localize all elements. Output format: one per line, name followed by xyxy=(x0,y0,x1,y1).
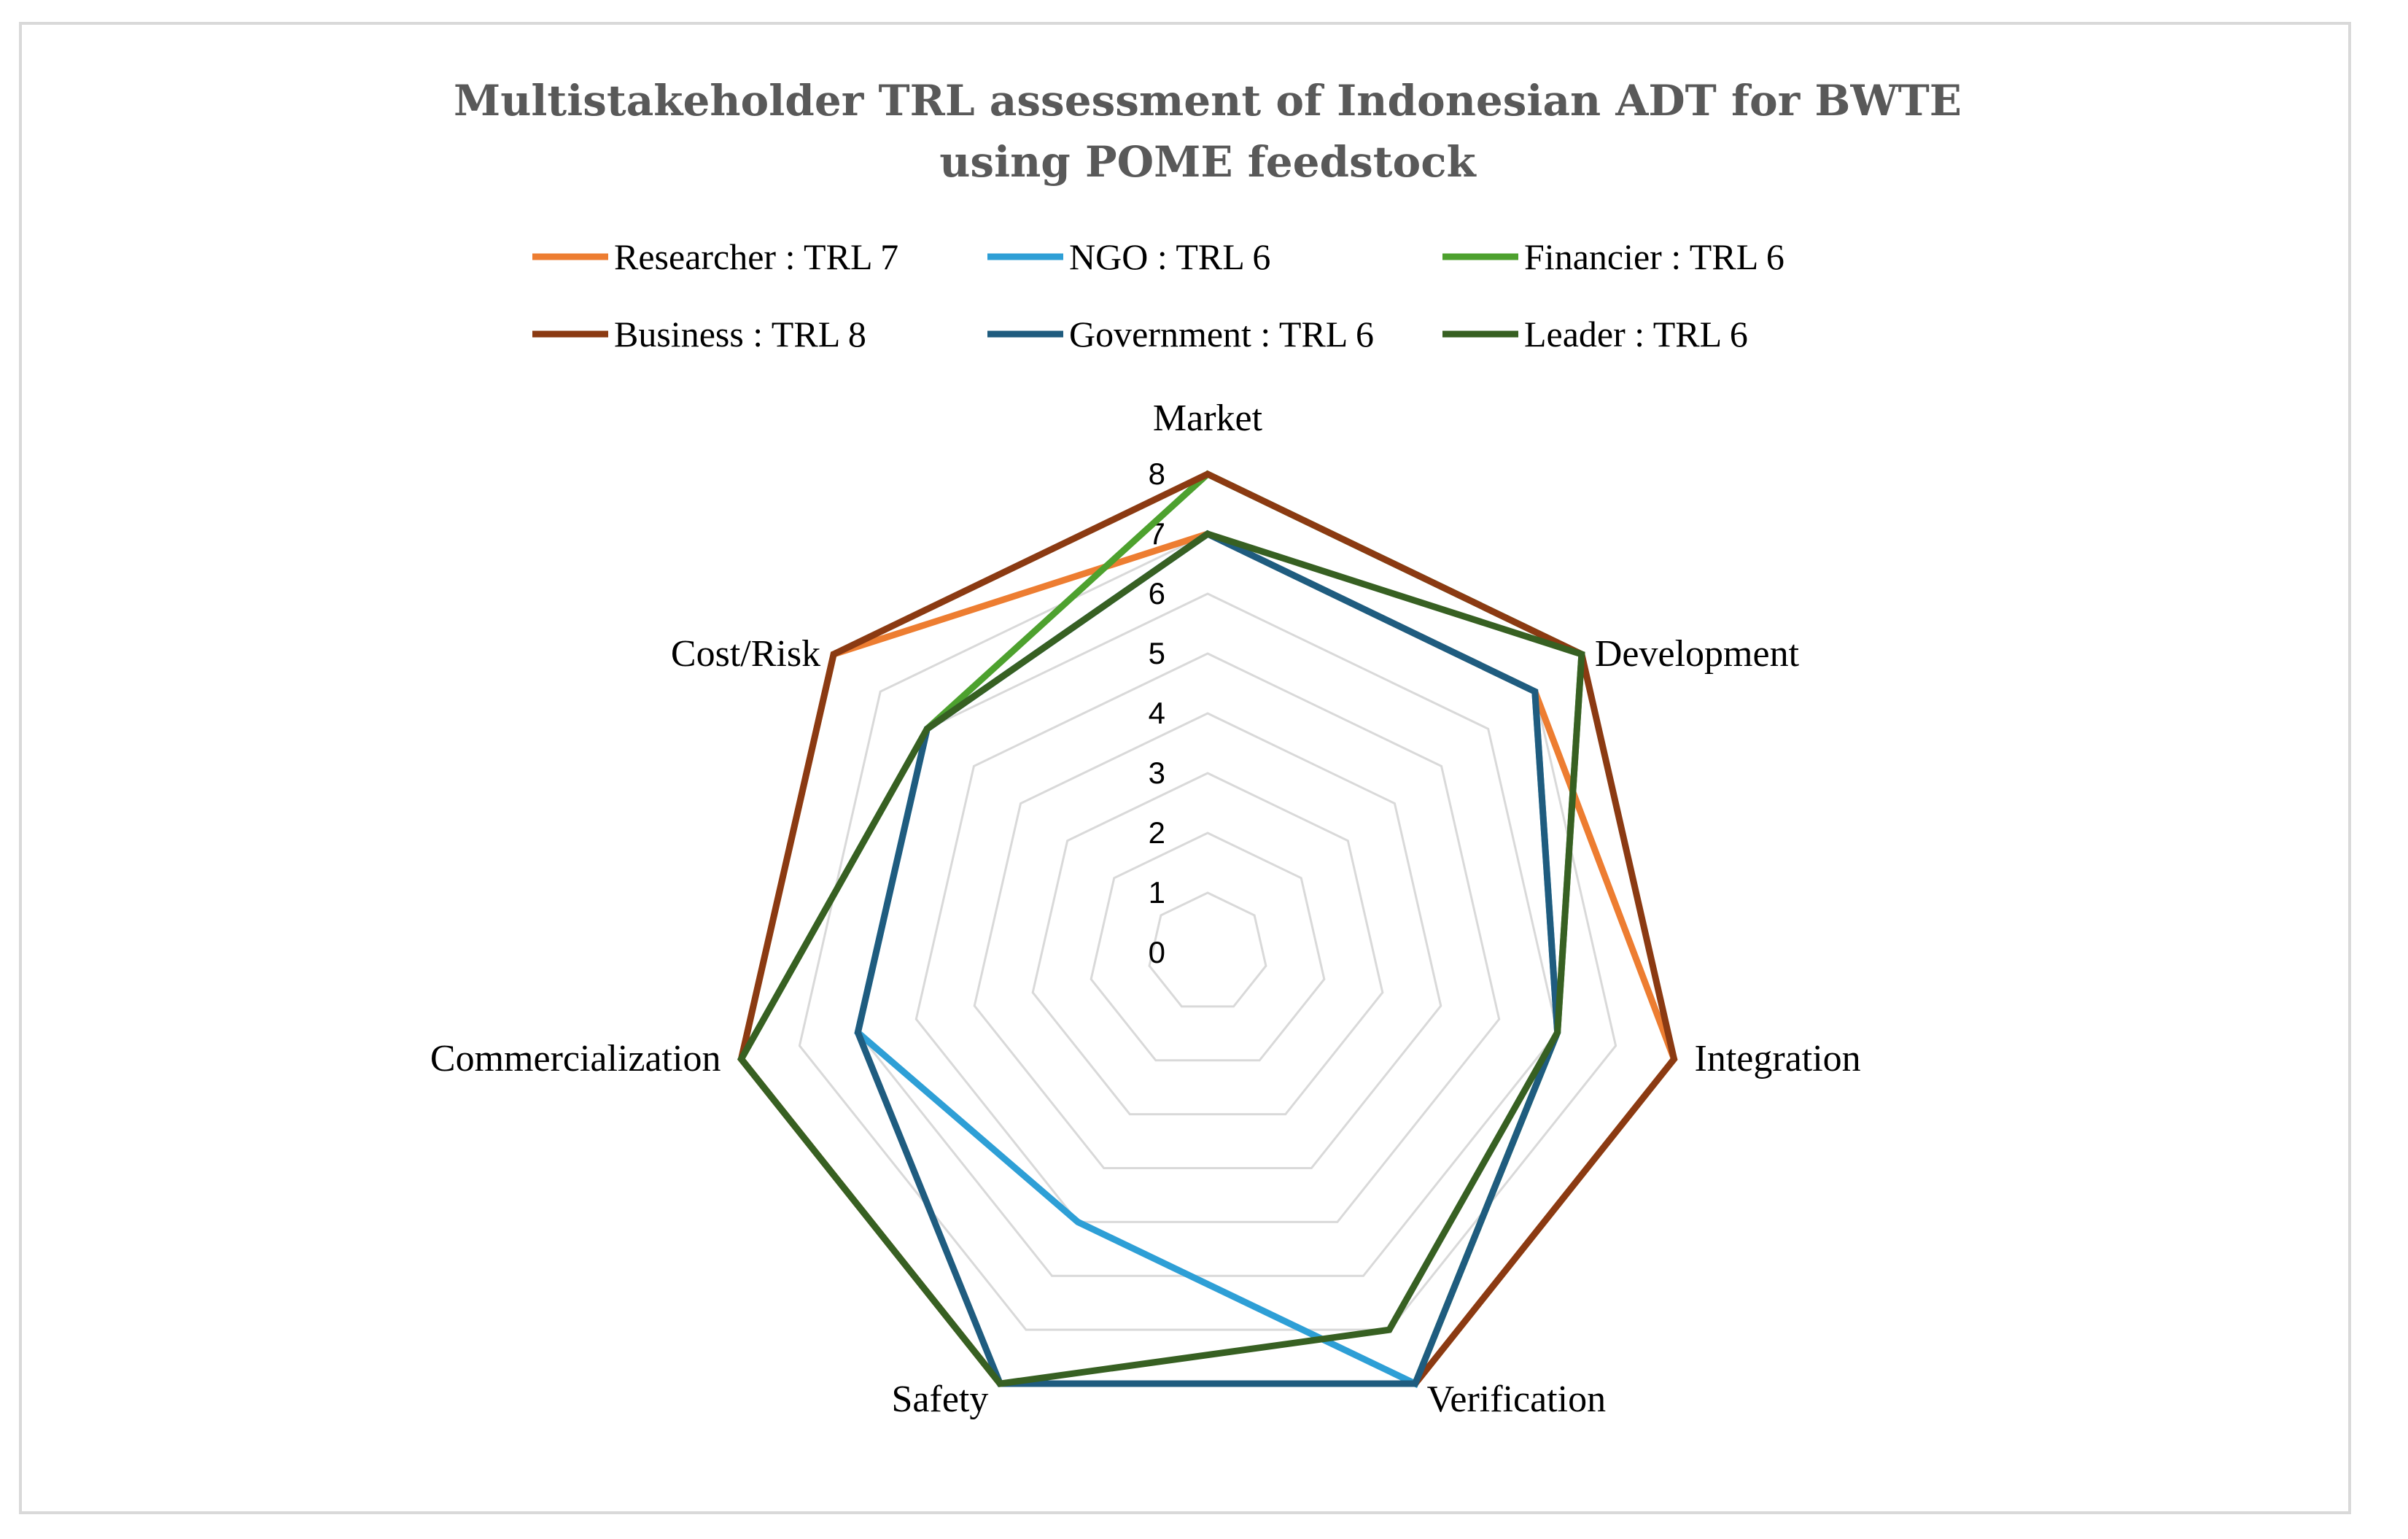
chart-frame: Multistakeholder TRL assessment of Indon… xyxy=(19,22,2351,1514)
axis-label-market: Market xyxy=(1153,398,1263,439)
tick-label: 5 xyxy=(1149,636,1165,670)
legend-label: Leader : TRL 6 xyxy=(1524,314,1748,354)
radar-chart: Multistakeholder TRL assessment of Indon… xyxy=(430,76,1962,1420)
axis-label-integration: Integration xyxy=(1695,1038,1861,1079)
axis-labels: Market Development Integration Verification… xyxy=(430,398,1861,1420)
axis-label-commercialization: Commercialization xyxy=(430,1038,721,1079)
tick-label: 3 xyxy=(1149,756,1165,790)
tick-label: 4 xyxy=(1149,696,1165,730)
series-line-ngo xyxy=(854,530,1561,1389)
axis-label-safety: Safety xyxy=(892,1379,989,1420)
legend-label: NGO : TRL 6 xyxy=(1069,236,1270,277)
grid-ring-4 xyxy=(973,712,1442,1170)
legend-label: Financier : TRL 6 xyxy=(1524,236,1784,277)
tick-label: 0 xyxy=(1149,935,1165,969)
chart-title-line-1: Multistakeholder TRL assessment of Indon… xyxy=(454,76,1962,125)
grid-ring-1 xyxy=(1148,891,1267,1008)
tick-label: 2 xyxy=(1149,815,1165,850)
legend-item: Leader : TRL 6 xyxy=(1442,314,1748,354)
legend-label: Government : TRL 6 xyxy=(1069,314,1374,354)
series-line-leader xyxy=(737,530,1585,1387)
axis-label-verification: Verification xyxy=(1427,1379,1606,1420)
grid-ring-3 xyxy=(1031,772,1384,1116)
legend-item: Financier : TRL 6 xyxy=(1442,236,1784,277)
tick-label: 6 xyxy=(1149,576,1165,610)
legend: Researcher : TRL 7 NGO : TRL 6 Financier :… xyxy=(532,236,1784,354)
tick-label: 1 xyxy=(1149,875,1165,910)
series-line-government xyxy=(854,530,1561,1387)
series-lines xyxy=(737,470,1678,1389)
series-line-researcher xyxy=(737,530,1678,1387)
legend-item: Government : TRL 6 xyxy=(987,314,1374,354)
grid-ring-7 xyxy=(798,532,1617,1331)
legend-item: Researcher : TRL 7 xyxy=(532,236,898,277)
grid-ring-2 xyxy=(1090,831,1326,1062)
grid-ring-5 xyxy=(914,652,1501,1223)
axis-label-cost-risk: Cost/Risk xyxy=(671,633,820,675)
chart-title-line-2: using POME feedstock xyxy=(939,137,1477,187)
legend-item: Business : TRL 8 xyxy=(532,314,866,354)
axis-label-development: Development xyxy=(1595,633,1800,675)
legend-label: Business : TRL 8 xyxy=(614,314,866,354)
legend-item: NGO : TRL 6 xyxy=(987,236,1270,277)
legend-label: Researcher : TRL 7 xyxy=(614,236,898,277)
tick-label: 8 xyxy=(1149,457,1165,491)
